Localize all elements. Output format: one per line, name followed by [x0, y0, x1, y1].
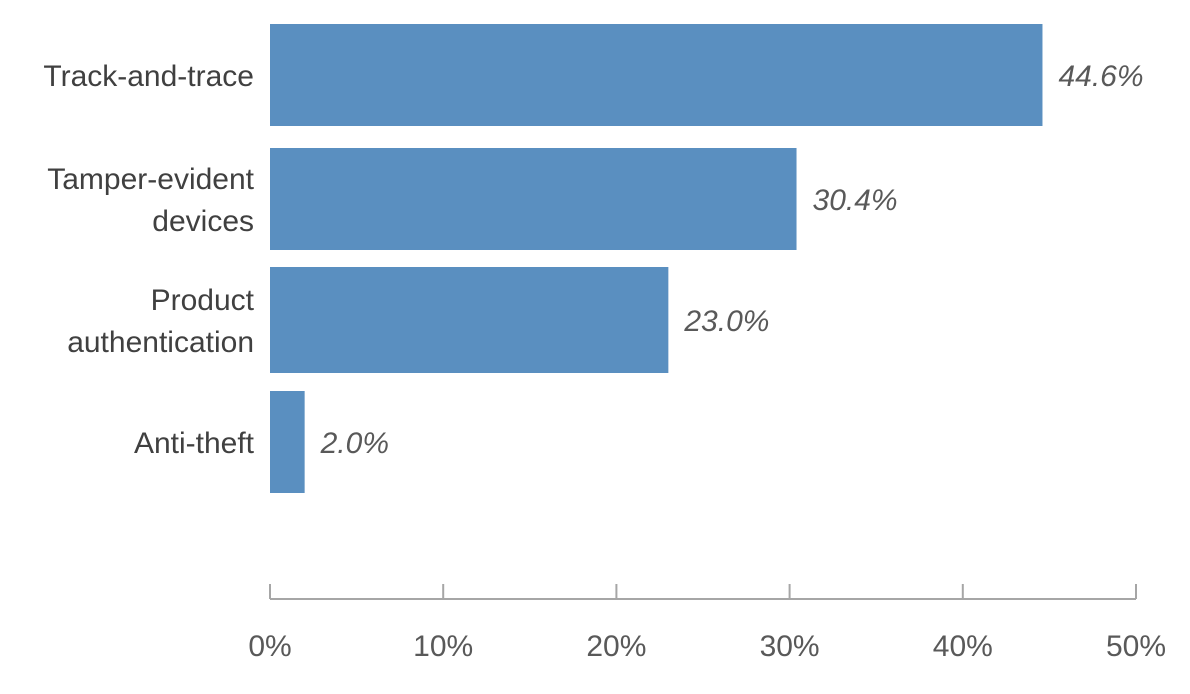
- category-label: Track-and-trace: [43, 60, 254, 93]
- x-tick-label: 40%: [933, 630, 993, 663]
- data-label: 30.4%: [813, 184, 898, 217]
- value-labels-group: 44.6% 30.4% 23.0% 2.0%: [320, 60, 1144, 460]
- category-label: Anti-theft: [134, 427, 255, 460]
- x-tick-label: 20%: [586, 630, 646, 663]
- bar: [270, 148, 797, 250]
- x-tick-label: 0%: [248, 630, 291, 663]
- category-label: Product authentication: [67, 284, 254, 359]
- x-tick-label: 10%: [413, 630, 473, 663]
- category-labels-group: Track-and-trace Tamper-evident devices Prod…: [43, 60, 254, 460]
- x-tick-label: 50%: [1106, 630, 1166, 663]
- bar: [270, 24, 1043, 126]
- bar: [270, 391, 305, 493]
- bars-group: [270, 24, 1043, 493]
- data-label: 2.0%: [320, 427, 389, 460]
- data-label: 23.0%: [683, 305, 769, 338]
- x-tick-label: 30%: [760, 630, 820, 663]
- bar: [270, 267, 669, 373]
- category-label: Tamper-evident devices: [47, 163, 254, 238]
- data-label: 44.6%: [1058, 60, 1143, 93]
- x-axis: 0% 10% 20% 30% 40% 50%: [248, 584, 1166, 663]
